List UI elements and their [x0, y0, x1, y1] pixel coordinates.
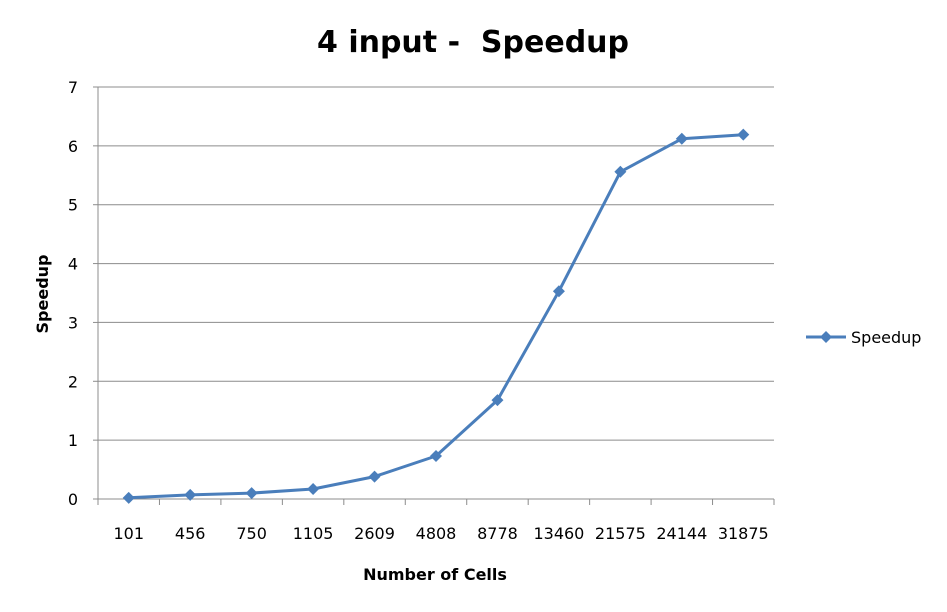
- x-tick-label: 31875: [718, 524, 769, 543]
- y-tick-label: 1: [68, 431, 78, 450]
- y-tick-label: 4: [68, 255, 78, 274]
- y-tick-label: 0: [68, 490, 78, 509]
- y-tick-label: 7: [68, 78, 78, 97]
- series-line-0: [128, 133, 744, 500]
- axes: [93, 86, 775, 505]
- legend: Speedup: [806, 328, 921, 347]
- x-axis-title: Number of Cells: [363, 565, 507, 584]
- data-point-marker: [552, 285, 565, 298]
- y-tick-label: 6: [68, 137, 78, 156]
- x-tick-label: 4808: [416, 524, 457, 543]
- data-point-marker: [675, 132, 688, 145]
- gridlines: [98, 86, 774, 441]
- chart-title: 4 input - Speedup: [317, 25, 629, 60]
- data-point-marker: [737, 128, 750, 141]
- x-tick-label: 456: [175, 524, 206, 543]
- y-axis-title: Speedup: [33, 255, 52, 334]
- x-tick-label: 750: [236, 524, 267, 543]
- data-point-marker: [368, 470, 381, 483]
- data-point-marker: [430, 450, 442, 463]
- series-speedup: [122, 128, 750, 504]
- x-tick-label: 13460: [533, 524, 584, 543]
- data-point-marker: [307, 482, 320, 495]
- x-tick-label: 101: [113, 524, 144, 543]
- data-point-marker: [491, 394, 504, 407]
- y-tick-label: 5: [68, 196, 78, 215]
- x-tick-label: 21575: [595, 524, 646, 543]
- x-tick-label: 8778: [477, 524, 518, 543]
- legend-label: Speedup: [851, 328, 921, 347]
- data-point-marker: [614, 165, 627, 178]
- data-point-marker: [122, 491, 135, 504]
- y-tick-label: 2: [68, 372, 78, 391]
- data-point-marker: [245, 487, 258, 500]
- legend-diamond-icon: [820, 331, 832, 343]
- y-tick-label: 3: [68, 313, 78, 332]
- x-tick-label: 1105: [293, 524, 334, 543]
- y-tick-labels: 0 1 2 3 4 5 6 7: [68, 78, 78, 509]
- x-tick-label: 24144: [656, 524, 707, 543]
- x-tick-labels: 101 456 750 1105 2609 4808 8778 13460 21575 24144…: [113, 524, 768, 543]
- data-point-marker: [184, 488, 197, 501]
- x-tick-label: 2609: [354, 524, 395, 543]
